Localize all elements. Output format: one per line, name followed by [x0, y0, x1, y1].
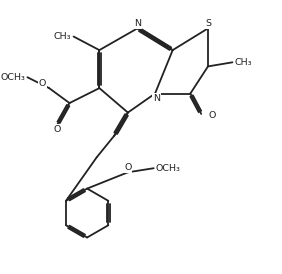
Text: CH₃: CH₃: [235, 58, 252, 67]
Text: O: O: [54, 125, 61, 134]
Text: N: N: [134, 19, 141, 28]
Text: CH₃: CH₃: [54, 32, 71, 41]
Text: S: S: [205, 19, 211, 28]
Text: O: O: [39, 79, 46, 88]
Text: O: O: [209, 111, 216, 120]
Text: OCH₃: OCH₃: [0, 73, 25, 82]
Text: N: N: [153, 94, 160, 103]
Text: O: O: [124, 163, 132, 172]
Text: OCH₃: OCH₃: [156, 164, 181, 173]
